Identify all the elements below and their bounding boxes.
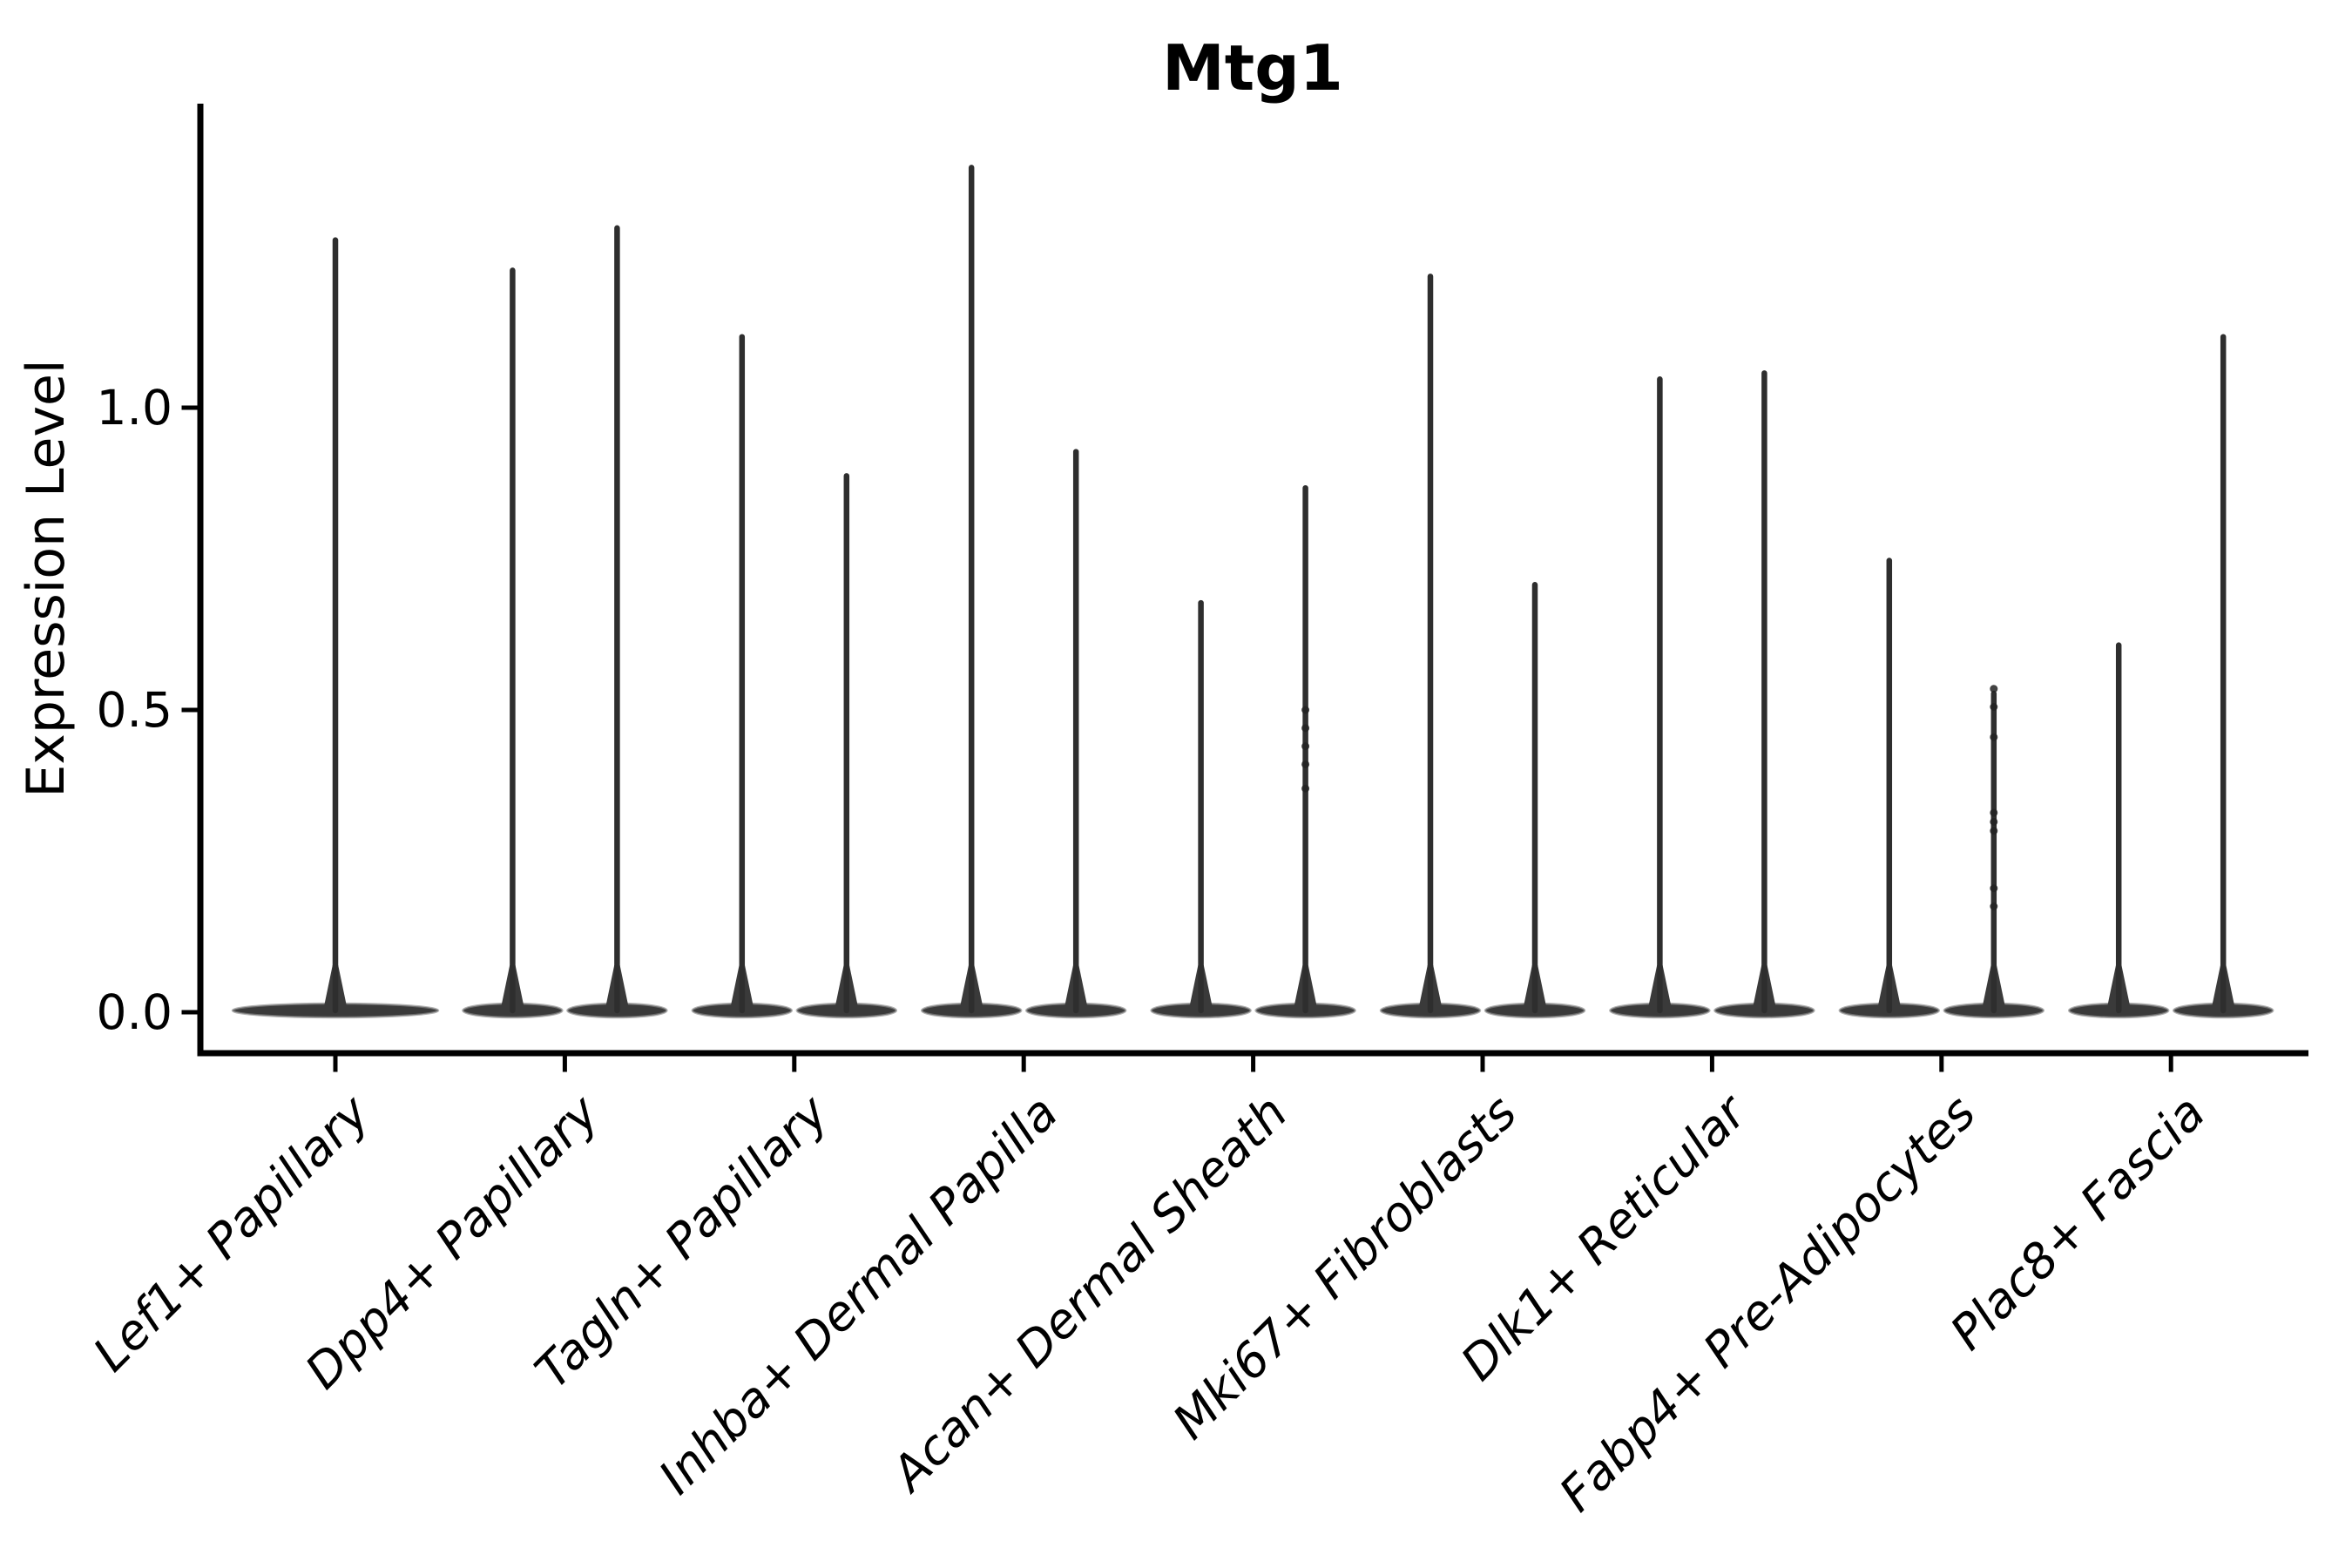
- jitter-point: [1990, 827, 1998, 835]
- x-tick-label: Fabp4+ Pre-Adipocytes: [1549, 1085, 1986, 1522]
- jitter-point: [1990, 817, 1998, 826]
- jitter-point: [1301, 742, 1310, 751]
- jitter-point: [1990, 703, 1998, 712]
- x-tick-label: Inhba+ Dermal Papilla: [648, 1085, 1068, 1504]
- x-tick-label: Acan+ Dermal Sheath: [879, 1085, 1298, 1504]
- jitter-point: [1990, 685, 1998, 693]
- jitter-point: [1990, 884, 1998, 893]
- y-tick-label: 0.5: [97, 682, 172, 738]
- y-tick-label: 1.0: [97, 380, 172, 436]
- jitter-point: [1301, 724, 1310, 733]
- y-tick-label: 0.0: [97, 984, 172, 1040]
- jitter-point: [1990, 902, 1998, 911]
- jitter-point: [1990, 733, 1998, 741]
- jitter-point: [1301, 784, 1310, 793]
- plot-title: Mtg1: [1162, 31, 1343, 105]
- jitter-point: [1301, 760, 1310, 768]
- jitter-point: [1301, 706, 1310, 714]
- jitter-point: [1990, 808, 1998, 817]
